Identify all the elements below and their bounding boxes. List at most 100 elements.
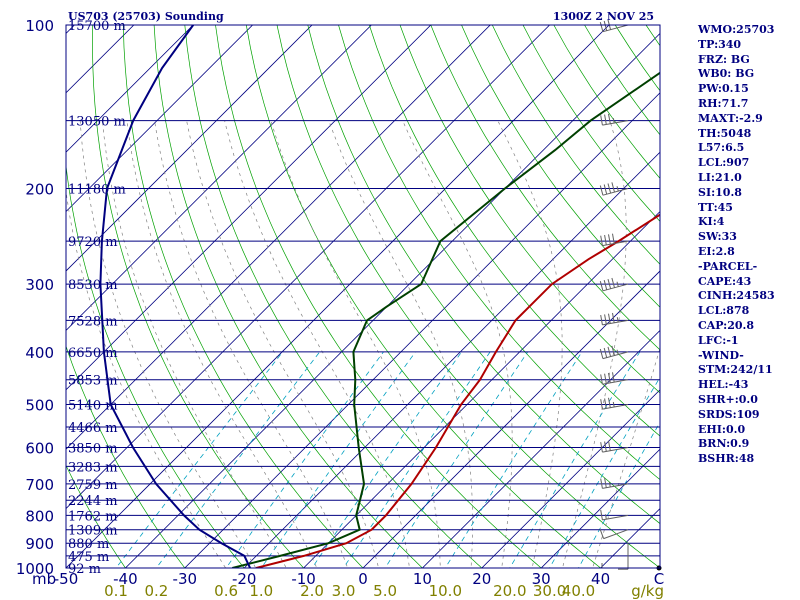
mixing-ratio-label: 40.0 [562,582,595,600]
pressure-tick-label: 300 [25,276,54,294]
temperature-tick-label: -20 [232,570,257,588]
height-label: 15700 m [68,19,126,34]
isotherm-line [66,25,194,153]
pressure-tick-label: 100 [25,17,54,35]
dry-adiabat-line [338,25,660,481]
isotherm-line [481,389,660,568]
pressure-tick-label: 500 [25,397,54,415]
temperature-tick-label: 40 [591,570,610,588]
height-label: 92 m [68,562,101,577]
index-item: BSHR:48 [698,452,755,466]
wind-barb [599,277,629,292]
dry-adiabat-line [399,25,660,394]
index-item: EHI:0.0 [698,422,746,436]
index-item: KI:4 [698,215,725,229]
temperature-tick-label: 30 [532,570,551,588]
axis-labels: 0.1 0.2 0.6 1.0 2.0 3.0 5.0 10.0 20.0 30.040.0 g/k… [16,17,664,600]
mixing-ratio-line [549,376,660,568]
height-label: 4466 m [68,421,118,436]
temperature-tick-label: -30 [173,570,198,588]
index-item: CAPE:43 [698,274,752,288]
pressure-tick-label: 700 [25,476,54,494]
mixing-ratio-label: 20.0 [493,582,526,600]
index-item: HEL:-43 [698,378,749,392]
index-item: TH:5048 [698,126,752,140]
wind-barb [600,509,629,521]
mixing-ratio-line [578,421,660,568]
index-item: LCL:878 [698,304,750,318]
isotherm-line [66,25,313,272]
wind-barbs [599,19,662,571]
pressure-tick-label: 200 [25,181,54,199]
wind-barb [618,543,629,570]
mixing-ratio-label: 3.0 [332,582,356,600]
wind-barb [600,372,629,385]
pressure-tick-label: 800 [25,507,54,525]
height-label: 2244 m [68,494,118,509]
temperature-tick-label: 0 [358,570,368,588]
dry-adiabat-line [66,464,126,568]
mixing-ratio-line [444,351,583,568]
height-label: 475 m [68,550,109,565]
index-item: LI:21.0 [698,170,742,184]
mixing-ratio-line [155,351,321,568]
index-item: -PARCEL- [698,259,758,273]
mixing-ratio-label: 30.0 [533,582,566,600]
wind-barb [600,113,629,126]
temperature-tick-label: 20 [472,570,491,588]
index-item: -WIND- [698,348,744,362]
wind-barb [599,345,629,360]
index-item: EI:2.8 [698,244,735,258]
index-item: WB0: BG [698,67,755,81]
dry-adiabat-line [245,25,602,568]
mixing-ratio-line [343,351,491,568]
isotherm-line [66,25,551,510]
height-label: 9720 m [68,235,118,250]
height-label: 7528 m [68,314,118,329]
height-label: 3283 m [68,460,118,475]
wind-barb [600,233,629,247]
mixing-ratio-line [115,351,284,568]
stability-indices-panel: WMO:25703 TP:340 FRZ: BG WB0: BG PW:0.15 RH:7… [698,23,798,467]
isotherm-line [243,151,660,568]
wind-barb [599,529,629,540]
height-label: 880 m [68,537,109,552]
index-item: CINH:24583 [698,289,775,303]
pressure-unit-label: mb [32,570,56,588]
wind-barb [600,477,629,489]
lifted-parcel-profile [99,25,252,568]
index-item: BRN:0.9 [698,437,750,451]
isotherm-line [66,25,610,568]
index-item: LFC:-1 [698,333,739,347]
index-item: LCL:907 [698,156,750,170]
height-label: 13050 m [68,115,126,130]
mixing-ratio-line [225,351,384,568]
temperature-tick-label: -50 [54,570,79,588]
mixing-ratio-label: 10.0 [429,582,462,600]
height-label: 3850 m [68,442,118,457]
pressure-tick-label: 900 [25,535,54,553]
dewpoint-profile [232,71,660,568]
index-item: SRDS:109 [698,407,760,421]
mixing-ratio-label: 1.0 [249,582,273,600]
temperature-profile [255,213,660,568]
index-item: WMO:25703 [698,23,775,36]
index-item: TT:45 [698,200,733,214]
temperature-unit-label: C [654,570,664,588]
index-item: TP:340 [698,37,742,51]
isotherm-line [66,25,254,213]
dry-adiabat-line [276,25,660,568]
mixing-ratio-label: 0.6 [214,582,238,600]
temperature-tick-label: -10 [291,570,316,588]
height-label: 1309 m [68,524,118,539]
mixing-ratio-label: 0.1 [104,582,128,600]
dry-adiabat-line [122,25,364,568]
temperature-tick-label: 10 [413,570,432,588]
isotherm-line [124,32,660,568]
dry-adiabat-line [491,25,660,265]
height-label: 2759 m [68,478,118,493]
mixing-ratio-label: 0.2 [144,582,168,600]
isotherm-line [303,211,660,568]
index-item: MAXT:-2.9 [698,111,763,125]
pressure-tick-label: 1000 [16,560,54,578]
